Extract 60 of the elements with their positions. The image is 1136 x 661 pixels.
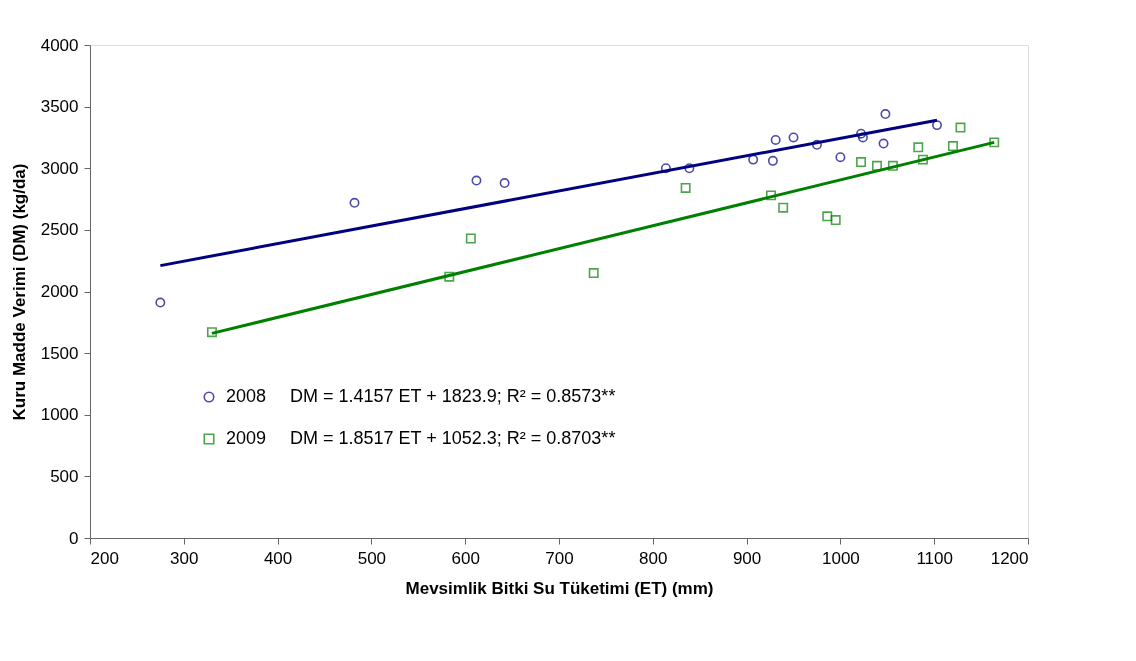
point [349,197,360,208]
point [680,182,691,193]
y-tick-label: 500 [50,466,79,486]
x-axis-title: Mevsimlik Bitki Su Tüketimi (ET) (mm) [405,578,714,598]
point [499,178,510,189]
x-tick-label: 900 [732,548,762,568]
point [917,154,928,165]
point [767,155,778,166]
x-tick-label: 1200 [990,548,1029,568]
point [835,152,846,163]
x-tick-label: 300 [170,548,199,568]
x-tick-label: 700 [545,548,574,568]
y-tick-label: 1500 [40,343,79,363]
point [684,163,695,174]
point [932,120,942,131]
x-tick-label: 1100 [916,548,953,568]
y-tick-label: 1000 [40,405,79,425]
point [155,297,166,308]
annotation: DM = 1.8517 ET + 1052.3; R² = 0.8703** [290,428,616,448]
annotation: DM = 1.4157 ET + 1823.9; R² = 0.8573** [290,386,616,406]
point [830,215,841,225]
y-tick-label: 2000 [40,282,79,301]
point [588,268,599,278]
x-tick-label: 1000 [821,548,860,568]
y-tick-label: 2500 [40,220,79,240]
y-tick-label: 3000 [40,158,79,178]
point [856,128,867,139]
point [465,233,476,244]
point [822,211,833,222]
y-tick-label: 0 [69,528,79,548]
x-tick-label: 200 [90,548,119,568]
point [989,137,1000,148]
point [748,154,759,165]
point [444,271,455,282]
point [872,160,882,171]
point [770,134,781,145]
x-tick-label: 400 [263,548,293,568]
point [955,122,966,133]
point [778,202,789,213]
point [947,141,958,152]
x-tick-label: 600 [451,548,480,568]
point [788,132,799,143]
y-tick-label: 3500 [40,97,79,117]
point [878,138,889,149]
point [856,157,867,168]
point [660,163,671,174]
point [206,327,217,338]
point [857,132,868,143]
point [811,139,822,150]
point [887,160,898,171]
x-tick-label: 800 [639,548,668,568]
point [913,142,924,153]
legend-label: 2009 [226,428,267,448]
x-tick-label: 500 [357,548,387,568]
y-axis-title: Kuru Madde Verimi (DM) (kg/da) [9,163,29,421]
point [766,190,776,201]
legend-label: 2008 [226,386,267,406]
point [471,175,482,186]
point [880,109,891,119]
y-tick-label: 4000 [40,35,79,55]
